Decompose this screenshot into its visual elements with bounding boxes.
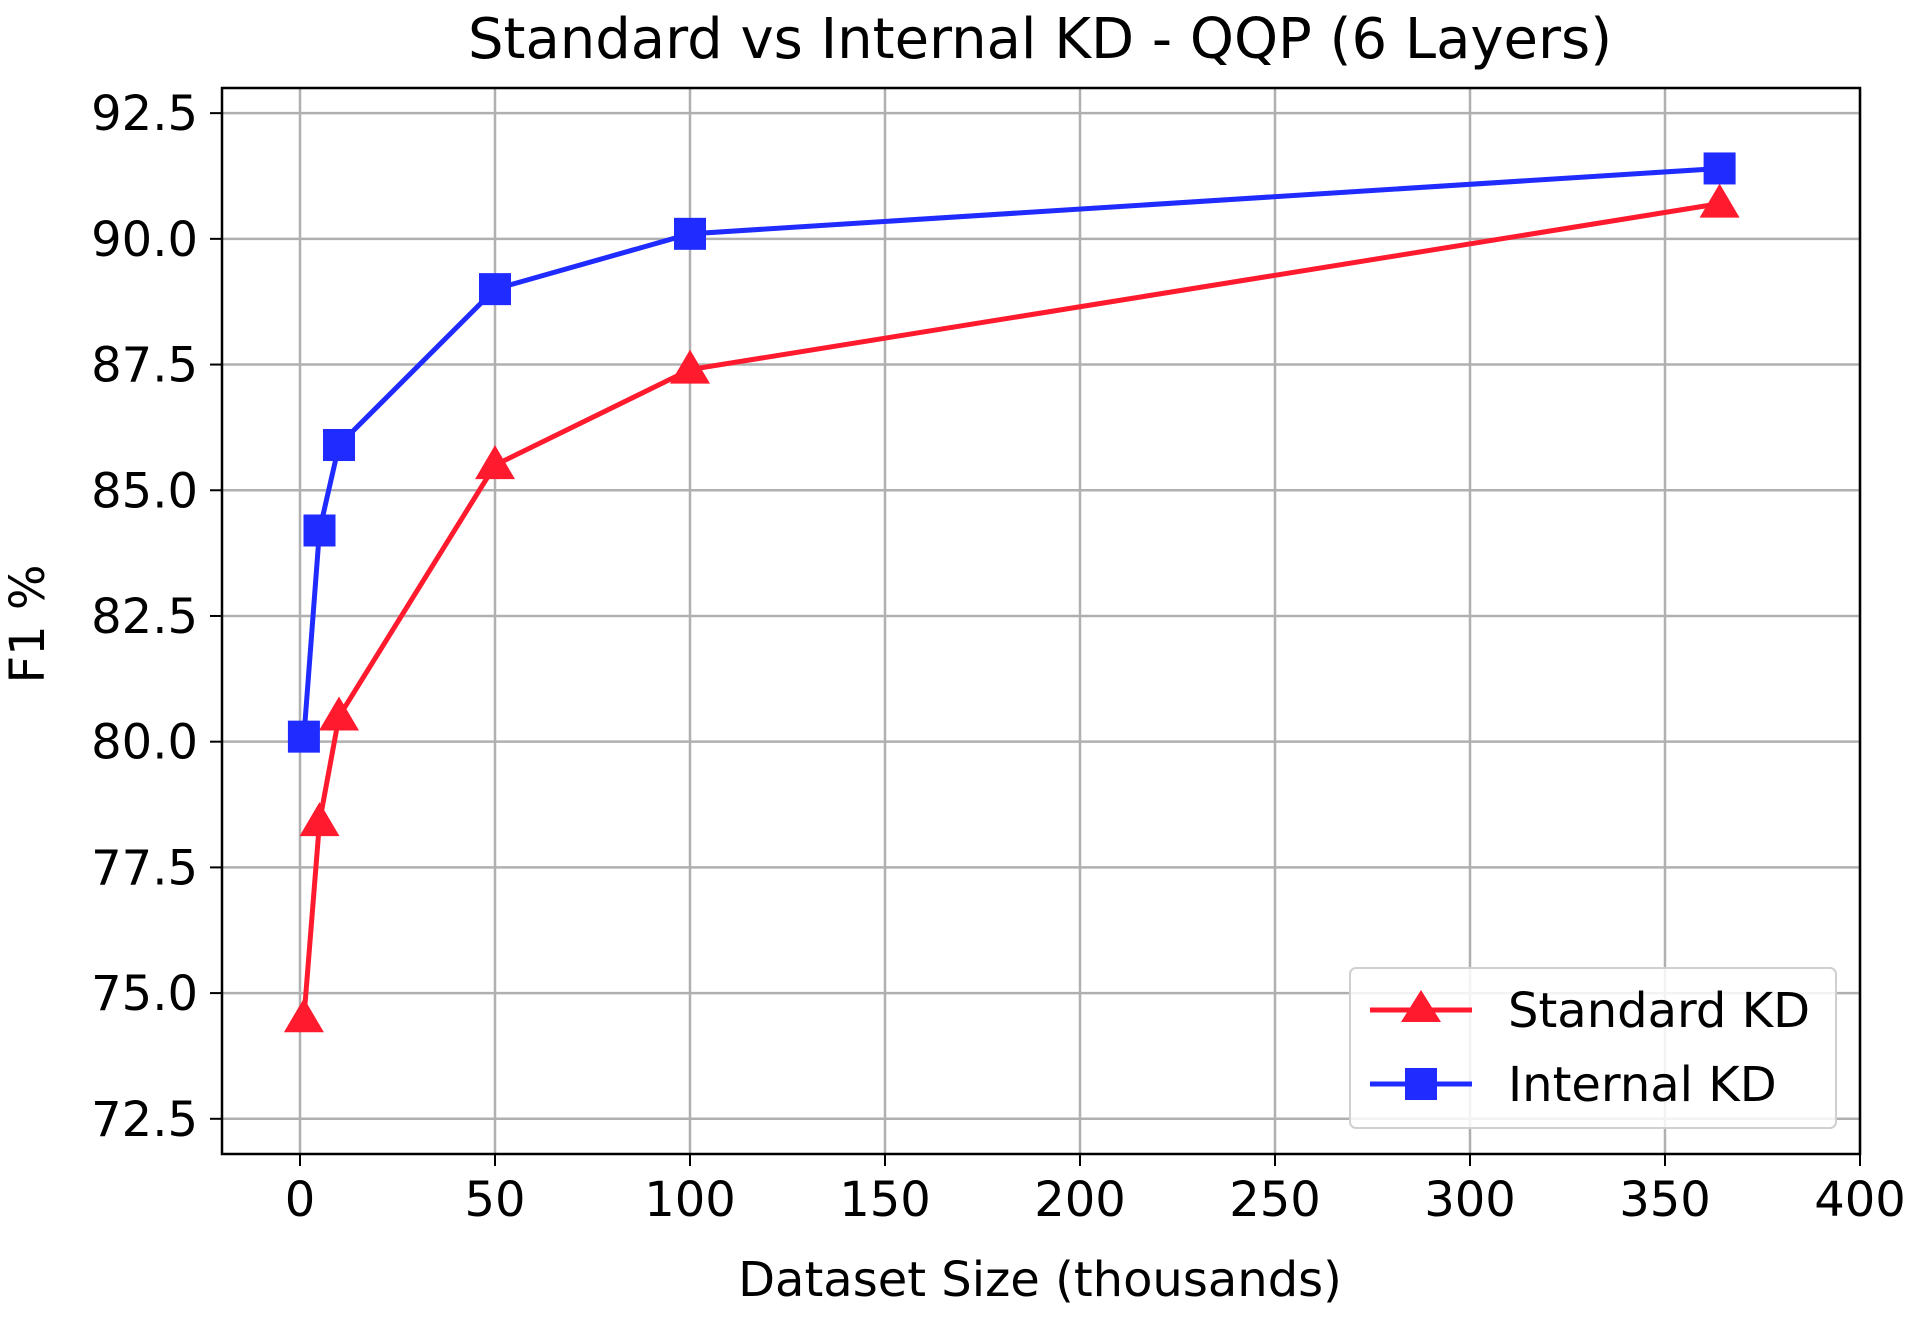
legend: Standard KD Internal KD [1350,968,1836,1128]
x-tick-label: 100 [644,1172,736,1228]
data-point-internal-kd [304,514,336,546]
legend-label-standard-kd: Standard KD [1508,983,1810,1039]
y-axis-label: F1 % [0,564,56,683]
chart-container: Standard vs Internal KD - QQP (6 Layers)… [0,0,1908,1318]
x-tick-label: 250 [1229,1172,1321,1228]
y-tick-label: 90.0 [91,212,198,268]
data-point-internal-kd [323,429,355,461]
x-tick-label: 50 [464,1172,525,1228]
legend-marker-internal-kd [1405,1068,1437,1100]
x-tick-label: 0 [285,1172,316,1228]
y-tick-label: 92.5 [91,86,198,142]
legend-label-internal-kd: Internal KD [1508,1057,1777,1113]
chart-title: Standard vs Internal KD - QQP (6 Layers) [468,7,1612,72]
y-tick-label: 87.5 [91,338,198,394]
x-tick-label: 350 [1619,1172,1711,1228]
data-point-internal-kd [674,218,706,250]
data-point-internal-kd [479,273,511,305]
y-tick-label: 75.0 [91,966,198,1022]
x-tick-label: 400 [1814,1172,1906,1228]
data-point-internal-kd [288,721,320,753]
y-tick-label: 72.5 [91,1092,198,1148]
y-tick-label: 85.0 [91,463,198,519]
y-tick-label: 77.5 [91,840,198,896]
x-tick-label: 300 [1424,1172,1516,1228]
y-tick-label: 80.0 [91,715,198,771]
data-point-internal-kd [1704,152,1736,184]
line-chart: Standard vs Internal KD - QQP (6 Layers)… [0,0,1908,1318]
x-tick-label: 150 [839,1172,931,1228]
y-tick-label: 82.5 [91,589,198,645]
x-tick-label: 200 [1034,1172,1126,1228]
x-axis-label: Dataset Size (thousands) [738,1252,1342,1308]
